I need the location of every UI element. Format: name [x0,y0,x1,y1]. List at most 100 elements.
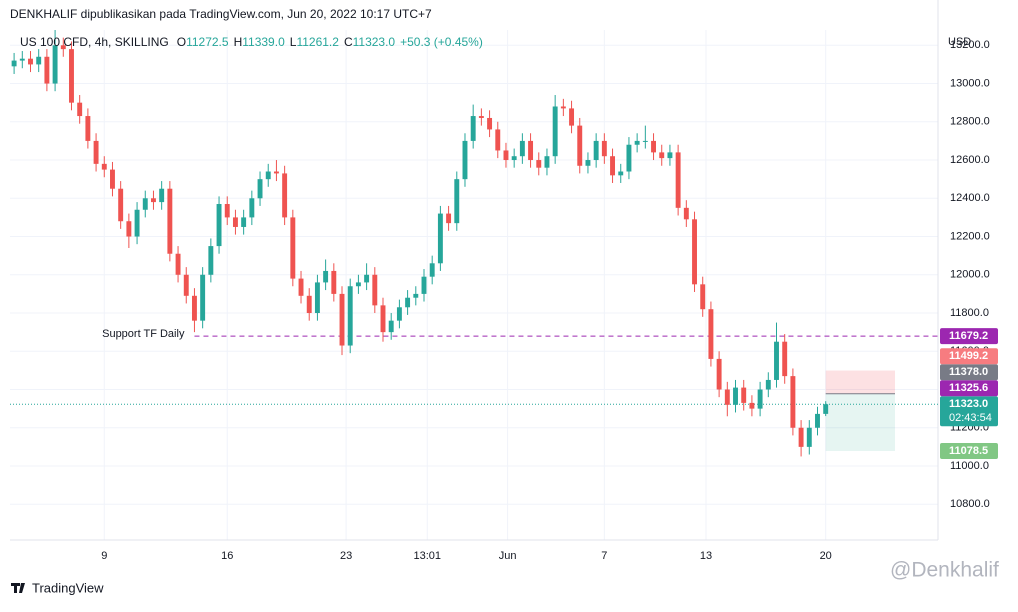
candle-body [544,156,550,168]
candle-body [798,427,804,447]
candle-body [44,56,50,84]
price-tag [940,380,998,397]
candle-body [273,171,279,174]
candle-body [126,221,132,237]
candle-body [790,376,796,428]
candle-body [519,140,525,157]
candle-body [77,102,83,117]
support-label: Support TF Daily [102,328,185,340]
y-tick-label: 12800.0 [950,116,990,128]
y-tick-label: 12400.0 [950,192,990,204]
candle-body [298,278,304,296]
candle-body [454,179,460,224]
candle-body [552,106,558,157]
y-tick-label: 13000.0 [950,77,990,89]
candle-body [175,253,181,275]
candle-body [429,263,435,277]
candle-body [815,413,820,428]
x-tick-label: 20 [820,550,832,562]
legend-value: 11261.2 [296,35,339,49]
legend-value: 11272.5 [186,35,229,49]
candle-body [446,213,452,224]
candle-body [159,188,165,203]
target-zone [825,393,895,451]
candle-body [528,140,534,161]
candle-body [93,140,99,164]
candle-body [347,286,353,346]
candle-body [642,140,648,142]
countdown: 02:43:54 [949,412,992,424]
candle-body [216,204,222,247]
candle-body [118,188,124,222]
candle-body [741,387,747,403]
candle-body [110,169,115,189]
candle-body [437,213,443,264]
legend-key: H [234,35,243,49]
candle-body [511,156,517,161]
candle-body [601,140,607,157]
candle-body [208,246,214,275]
candle-body [823,404,829,414]
candle-body [323,270,329,283]
candle-body [634,140,640,145]
candle-body [388,320,394,333]
candle-body [569,108,575,126]
candle-body [405,297,411,308]
price-tag-label: 11078.5 [949,445,988,457]
candle-body [224,204,230,218]
candle-body [11,60,17,67]
candle-body [651,140,656,153]
candle-body [503,150,509,161]
candle-body [733,387,738,405]
brand: TradingView [32,580,104,595]
candle-body [200,274,206,321]
legend-key: C [344,35,353,49]
candle-body [167,188,173,254]
price-tag-label: 11679.2 [949,330,988,342]
candle-body [413,293,419,298]
candle-body [708,309,714,359]
candle-body [85,116,91,141]
y-tick-label: 12200.0 [950,230,990,242]
x-tick-label: 9 [101,550,107,562]
candle-body [339,293,345,346]
x-tick-label: 16 [221,550,233,562]
y-tick-label: 11000.0 [950,460,989,472]
price-tag-label: 11323.0 [949,398,988,410]
candle-body [36,56,42,65]
candle-body [487,117,493,130]
legend-key: L [290,35,297,49]
candle-body [659,152,665,159]
symbol: US 100 CFD, 4h, SKILLING [20,35,169,49]
candle-body [290,217,296,279]
candle-body [355,282,361,287]
y-tick-label: 13200.0 [950,39,990,51]
price-tag-label: 11325.6 [949,382,988,394]
candle-body [782,341,788,377]
y-tick-label: 12600.0 [950,154,990,166]
candle-body [700,284,706,310]
candle-body [421,276,427,294]
candle-body [257,179,263,199]
price-tag [940,364,998,381]
price-tag [940,328,998,345]
candle-body [675,152,681,208]
candle-body [241,217,247,227]
y-tick-label: 12000.0 [950,269,990,281]
candle-body [470,116,476,141]
price-tag-label: 11499.2 [949,350,988,362]
x-tick-label: 13:01 [414,550,442,562]
candle-body [478,116,484,118]
candle-body [536,160,542,168]
x-tick-label: 23 [340,550,352,562]
candle-body [462,140,468,180]
candle-body [396,307,402,321]
legend-change: +50.3 (+0.45%) [400,35,483,49]
candle-body [265,171,271,180]
candle-body [183,274,189,296]
legend-value: 11339.0 [242,35,285,49]
candle-body [380,305,386,333]
candle-body [749,402,755,409]
candle-body [331,270,337,294]
candle-body [372,274,378,306]
